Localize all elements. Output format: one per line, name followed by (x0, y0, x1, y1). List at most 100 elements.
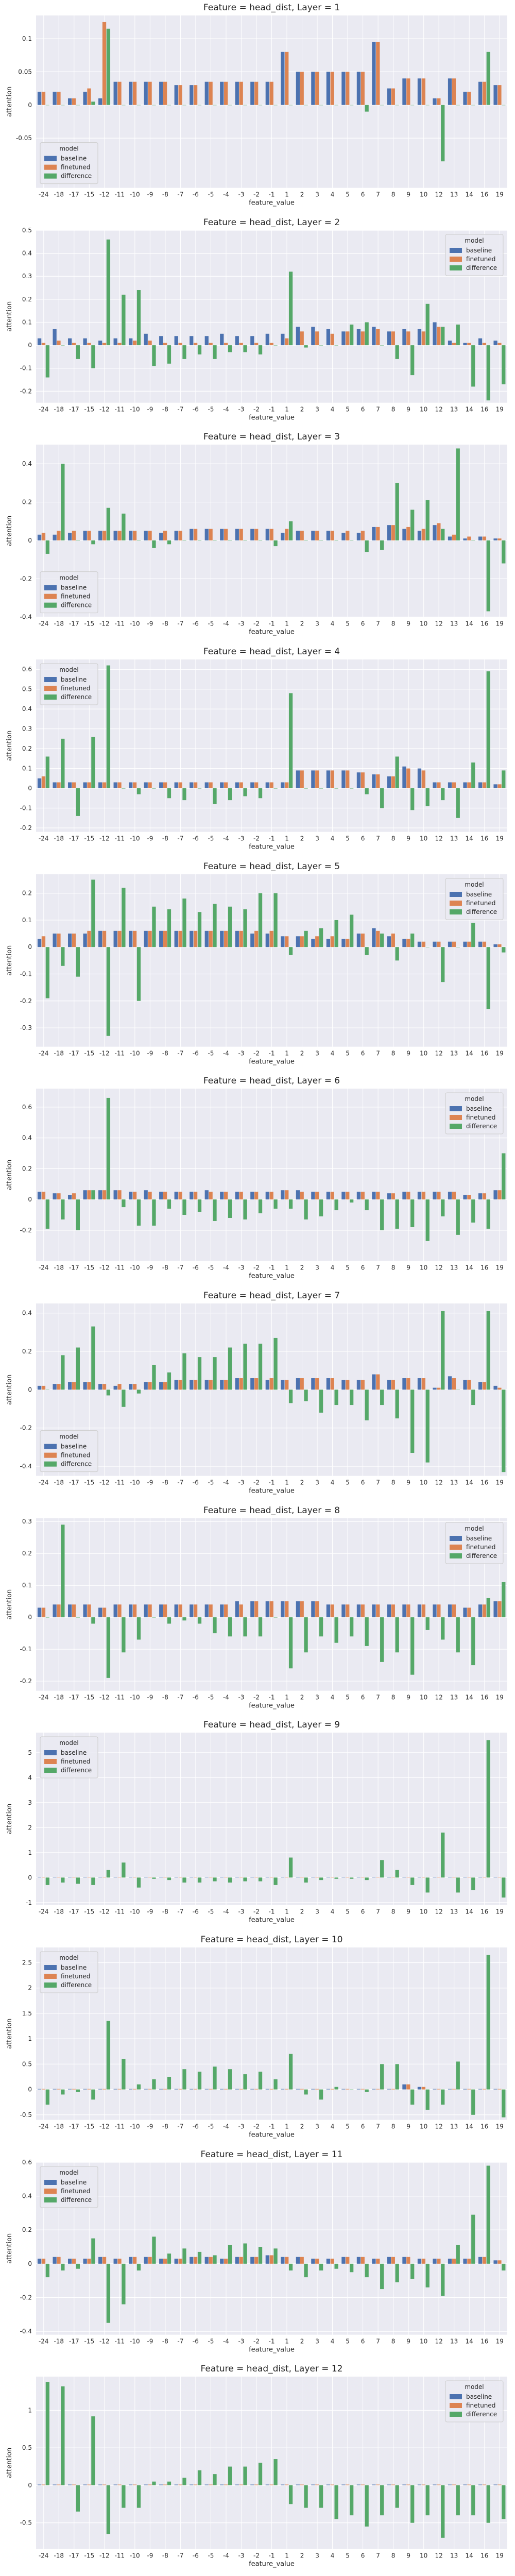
bar-difference--24 (45, 1617, 49, 1618)
bar-baseline-7 (372, 1192, 376, 1200)
x-tick-label: 14 (466, 620, 473, 628)
bar-difference-8 (395, 105, 399, 106)
legend-box (40, 571, 98, 614)
x-tick-label: 8 (391, 2552, 396, 2560)
legend-entry-finetuned: finetuned (466, 256, 495, 263)
bar-finetuned-5 (346, 2257, 350, 2264)
y-tick-label: 0.2 (22, 889, 32, 896)
bar-baseline-3 (311, 1601, 315, 1617)
bar-baseline-14 (463, 782, 467, 789)
x-tick-label: 14 (466, 2552, 473, 2560)
x-tick-label: 14 (466, 1908, 473, 1916)
bar-difference--3 (243, 788, 247, 796)
bar-baseline--5 (204, 1190, 209, 1200)
bar-difference--17 (76, 540, 80, 541)
x-tick-label: 16 (480, 835, 488, 842)
bar-baseline--18 (53, 1193, 57, 1200)
bar-difference--17 (76, 788, 80, 816)
bar-baseline--11 (113, 1604, 117, 1617)
bar-baseline--15 (83, 2089, 87, 2090)
bar-baseline-4 (326, 770, 331, 789)
y-tick-label: 0.4 (22, 249, 32, 257)
bar-baseline-12 (433, 2089, 437, 2090)
x-tick-label: 7 (376, 1908, 380, 1916)
bar-difference--4 (228, 1199, 232, 1218)
bar-difference-5 (350, 788, 354, 789)
bar-baseline-7 (372, 1877, 376, 1878)
bar-baseline-4 (326, 72, 331, 105)
bar-difference--9 (152, 540, 156, 549)
bar-difference-5 (350, 914, 354, 947)
bar-baseline--12 (98, 2257, 102, 2264)
bar-finetuned--6 (193, 1877, 198, 1878)
bar-baseline-10 (417, 2258, 422, 2264)
bar-difference--8 (167, 1199, 171, 1209)
bar-difference-4 (334, 2485, 338, 2519)
bar-baseline--2 (250, 335, 254, 345)
x-tick-label: 3 (315, 2552, 319, 2560)
bar-baseline--17 (67, 2089, 72, 2090)
bar-baseline--18 (53, 2089, 57, 2090)
bar-finetuned-16 (482, 1193, 487, 1200)
bar-finetuned--9 (148, 782, 152, 789)
x-tick-label: 7 (376, 405, 380, 413)
bar-finetuned--24 (41, 1192, 46, 1200)
bar-difference-2 (304, 1199, 308, 1220)
x-tick-label: 9 (406, 1479, 410, 1486)
bar-difference--7 (182, 105, 186, 106)
bar-difference-4 (334, 920, 338, 947)
bar-difference--2 (258, 540, 263, 541)
bar-finetuned-19 (497, 944, 502, 947)
bar-difference--1 (273, 1337, 278, 1390)
bar-difference-1 (288, 946, 293, 955)
bar-difference-10 (425, 788, 430, 806)
chart-panel-5: -0.3-0.2-0.100.10.2-24 -18 -17 -15 -12 -11 -10… (6, 861, 507, 1065)
bar-difference-13 (456, 448, 460, 541)
bar-baseline--9 (144, 333, 148, 345)
y-tick-label: 0.6 (22, 1104, 32, 1111)
bar-finetuned--17 (72, 933, 76, 947)
bar-difference-16 (486, 2165, 490, 2264)
bar-finetuned-8 (391, 2257, 395, 2264)
x-tick-label: 2 (300, 2337, 304, 2345)
bar-difference-13 (456, 1199, 460, 1235)
bar-finetuned-19 (497, 538, 502, 541)
bar-difference--24 (45, 756, 49, 789)
x-tick-label: 6 (361, 405, 365, 413)
bar-difference-8 (395, 2485, 399, 2508)
bar-finetuned--18 (57, 2257, 61, 2264)
x-tick-label: -4 (223, 2123, 229, 2130)
x-tick-label: -12 (99, 2123, 110, 2130)
x-tick-label: -11 (115, 835, 125, 842)
x-tick-label: -7 (177, 2552, 183, 2560)
bar-difference-10 (425, 303, 430, 345)
bar-finetuned--9 (148, 81, 152, 105)
legend-swatch-baseline (449, 247, 462, 253)
bar-difference--8 (167, 540, 171, 545)
y-tick-label: 1 (28, 2035, 32, 2042)
bar-finetuned-1 (285, 529, 289, 541)
x-tick-label: -8 (162, 1479, 168, 1486)
bar-difference--17 (76, 345, 80, 359)
bar-baseline-6 (356, 1604, 361, 1617)
bar-finetuned--7 (178, 1877, 182, 1878)
bar-difference--12 (106, 28, 111, 105)
bar-difference--7 (182, 2478, 186, 2486)
bar-finetuned--5 (209, 343, 213, 345)
bar-baseline-5 (341, 1604, 346, 1617)
bar-finetuned-7 (376, 1374, 380, 1390)
x-tick-label: 2 (300, 1049, 304, 1057)
legend-swatch-finetuned (449, 900, 462, 906)
legend-entry-baseline: baseline (466, 1535, 492, 1542)
bar-baseline--5 (204, 81, 209, 105)
bar-finetuned--1 (269, 930, 273, 947)
bar-difference-13 (456, 324, 460, 345)
bar-finetuned-14 (467, 536, 471, 541)
bar-baseline--12 (98, 340, 102, 345)
x-tick-label: -5 (208, 1479, 214, 1486)
bar-finetuned--10 (132, 2257, 137, 2264)
chart-title: Feature = head_dist, Layer = 12 (201, 2364, 343, 2374)
bar-finetuned-13 (452, 1877, 456, 1878)
bar-baseline-2 (296, 1190, 300, 1200)
y-tick-label: -0.1 (20, 804, 32, 811)
